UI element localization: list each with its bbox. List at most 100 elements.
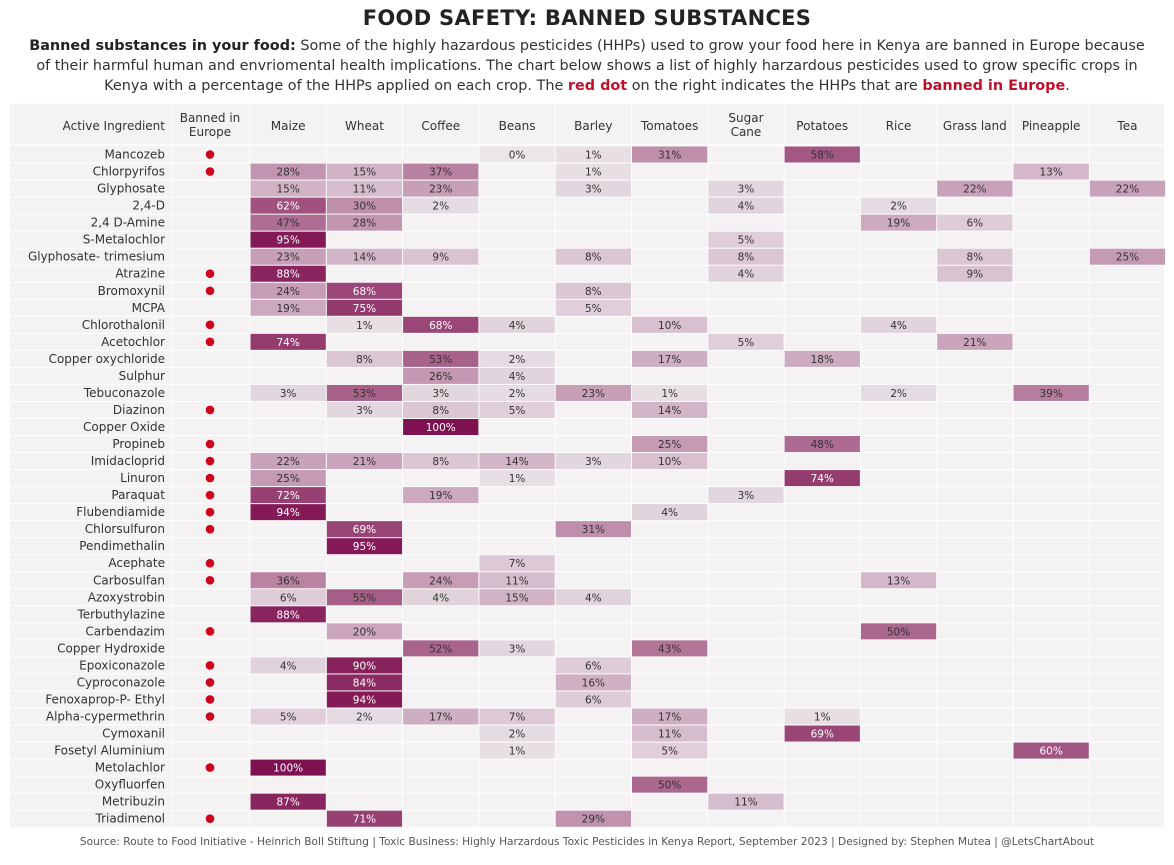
row-label: Carbosulfan (93, 573, 165, 587)
heat-cell (860, 316, 937, 333)
cell-value-label: 100% (273, 763, 303, 775)
heat-cell (403, 640, 479, 657)
column-header-label: Tomatoes (640, 119, 698, 133)
cell-value-label: 17% (658, 712, 681, 724)
cell-value-label: 88% (276, 609, 299, 621)
heat-cell (937, 333, 1013, 350)
cell-value-label: 87% (276, 797, 299, 809)
column-header-label: Barley (574, 119, 612, 133)
column-header-label: Sugar (728, 111, 763, 125)
banned-dot (205, 627, 215, 636)
cell-value-label: 52% (429, 643, 452, 655)
cell-value-label: 36% (276, 575, 299, 587)
heat-cell (250, 793, 326, 810)
heat-cell (632, 401, 708, 418)
heat-cell (708, 333, 784, 350)
cell-value-label: 58% (811, 150, 834, 162)
cell-value-label: 8% (432, 405, 449, 417)
banned-header-label: Europe (189, 125, 231, 139)
heat-cell (860, 197, 937, 214)
cell-value-label: 94% (276, 507, 299, 519)
heat-cell (479, 742, 555, 759)
cell-value-label: 4% (509, 371, 526, 383)
cell-value-label: 1% (814, 712, 831, 724)
cell-value-label: 2% (509, 354, 526, 366)
row-label: Paraquat (111, 488, 165, 502)
heat-cell (555, 282, 631, 299)
cell-value-label: 11% (353, 184, 376, 196)
cell-value-label: 14% (505, 456, 528, 468)
heat-cell (860, 214, 937, 231)
heat-cell (555, 521, 631, 538)
row-label: Pendimethalin (79, 539, 165, 553)
cell-value-label: 5% (661, 746, 678, 758)
heat-cell (632, 708, 708, 725)
row-label: Chlorpyrifos (93, 165, 165, 179)
heat-cell (479, 384, 555, 401)
cell-value-label: 71% (353, 814, 376, 826)
cell-value-label: 4% (738, 269, 755, 281)
row-label: Alpha-cypermethrin (46, 710, 165, 724)
cell-value-label: 5% (585, 303, 602, 315)
cell-value-label: 22% (1116, 184, 1139, 196)
heat-cell (860, 623, 937, 640)
row-label: Metribuzin (102, 795, 165, 809)
cell-value-label: 84% (353, 677, 376, 689)
heat-cell (326, 180, 403, 197)
heat-cell (403, 384, 479, 401)
heat-cell (326, 657, 403, 674)
cell-value-label: 5% (280, 712, 297, 724)
cell-value-label: 4% (280, 660, 297, 672)
heat-cell (555, 657, 631, 674)
row-label: Bromoxynil (98, 284, 165, 298)
cell-value-label: 11% (734, 797, 757, 809)
heat-cell (555, 163, 631, 180)
heat-cell (555, 810, 631, 827)
heat-cell (555, 453, 631, 470)
cell-value-label: 31% (658, 150, 681, 162)
heat-cell (632, 436, 708, 453)
heat-cell (937, 180, 1013, 197)
cell-value-label: 19% (276, 303, 299, 315)
heat-cell (479, 708, 555, 725)
heat-cell (632, 504, 708, 521)
cell-value-label: 9% (432, 252, 449, 264)
heat-cell (403, 453, 479, 470)
cell-value-label: 37% (429, 167, 452, 179)
cell-value-label: 15% (276, 184, 299, 196)
banned-dot (205, 507, 215, 517)
heat-cell (555, 691, 631, 708)
cell-value-label: 25% (658, 439, 681, 451)
cell-value-label: 11% (505, 575, 528, 587)
cell-value-label: 50% (887, 626, 910, 638)
cell-value-label: 3% (585, 184, 602, 196)
heat-cell (479, 401, 555, 418)
cell-value-label: 24% (276, 286, 299, 298)
cell-value-label: 94% (353, 694, 376, 706)
subtitle-text-2: on the right indicates the HHPs that are (627, 78, 923, 94)
cell-value-label: 7% (509, 712, 526, 724)
cell-value-label: 1% (661, 388, 678, 400)
cell-value-label: 14% (353, 252, 376, 264)
cell-value-label: 4% (661, 507, 678, 519)
heat-cell (632, 384, 708, 401)
cell-value-label: 53% (429, 354, 452, 366)
cell-value-label: 5% (509, 405, 526, 417)
subtitle-end: . (1065, 78, 1070, 94)
cell-value-label: 69% (811, 729, 834, 741)
heat-cell (326, 248, 403, 265)
cell-value-label: 4% (585, 592, 602, 604)
cell-value-label: 72% (276, 490, 299, 502)
source-footer: Source: Route to Food Initiative - Heinr… (79, 836, 1095, 848)
row-header-label: Active Ingredient (63, 119, 166, 133)
row-label: Tebuconazole (83, 386, 165, 400)
column-header-label: Potatoes (796, 119, 848, 133)
heat-cell (860, 384, 937, 401)
cell-value-label: 23% (276, 252, 299, 264)
banned-dot (205, 558, 215, 568)
cell-value-label: 1% (509, 473, 526, 485)
cell-value-label: 24% (429, 575, 452, 587)
heat-cell (937, 265, 1013, 282)
heat-cell (403, 572, 479, 589)
